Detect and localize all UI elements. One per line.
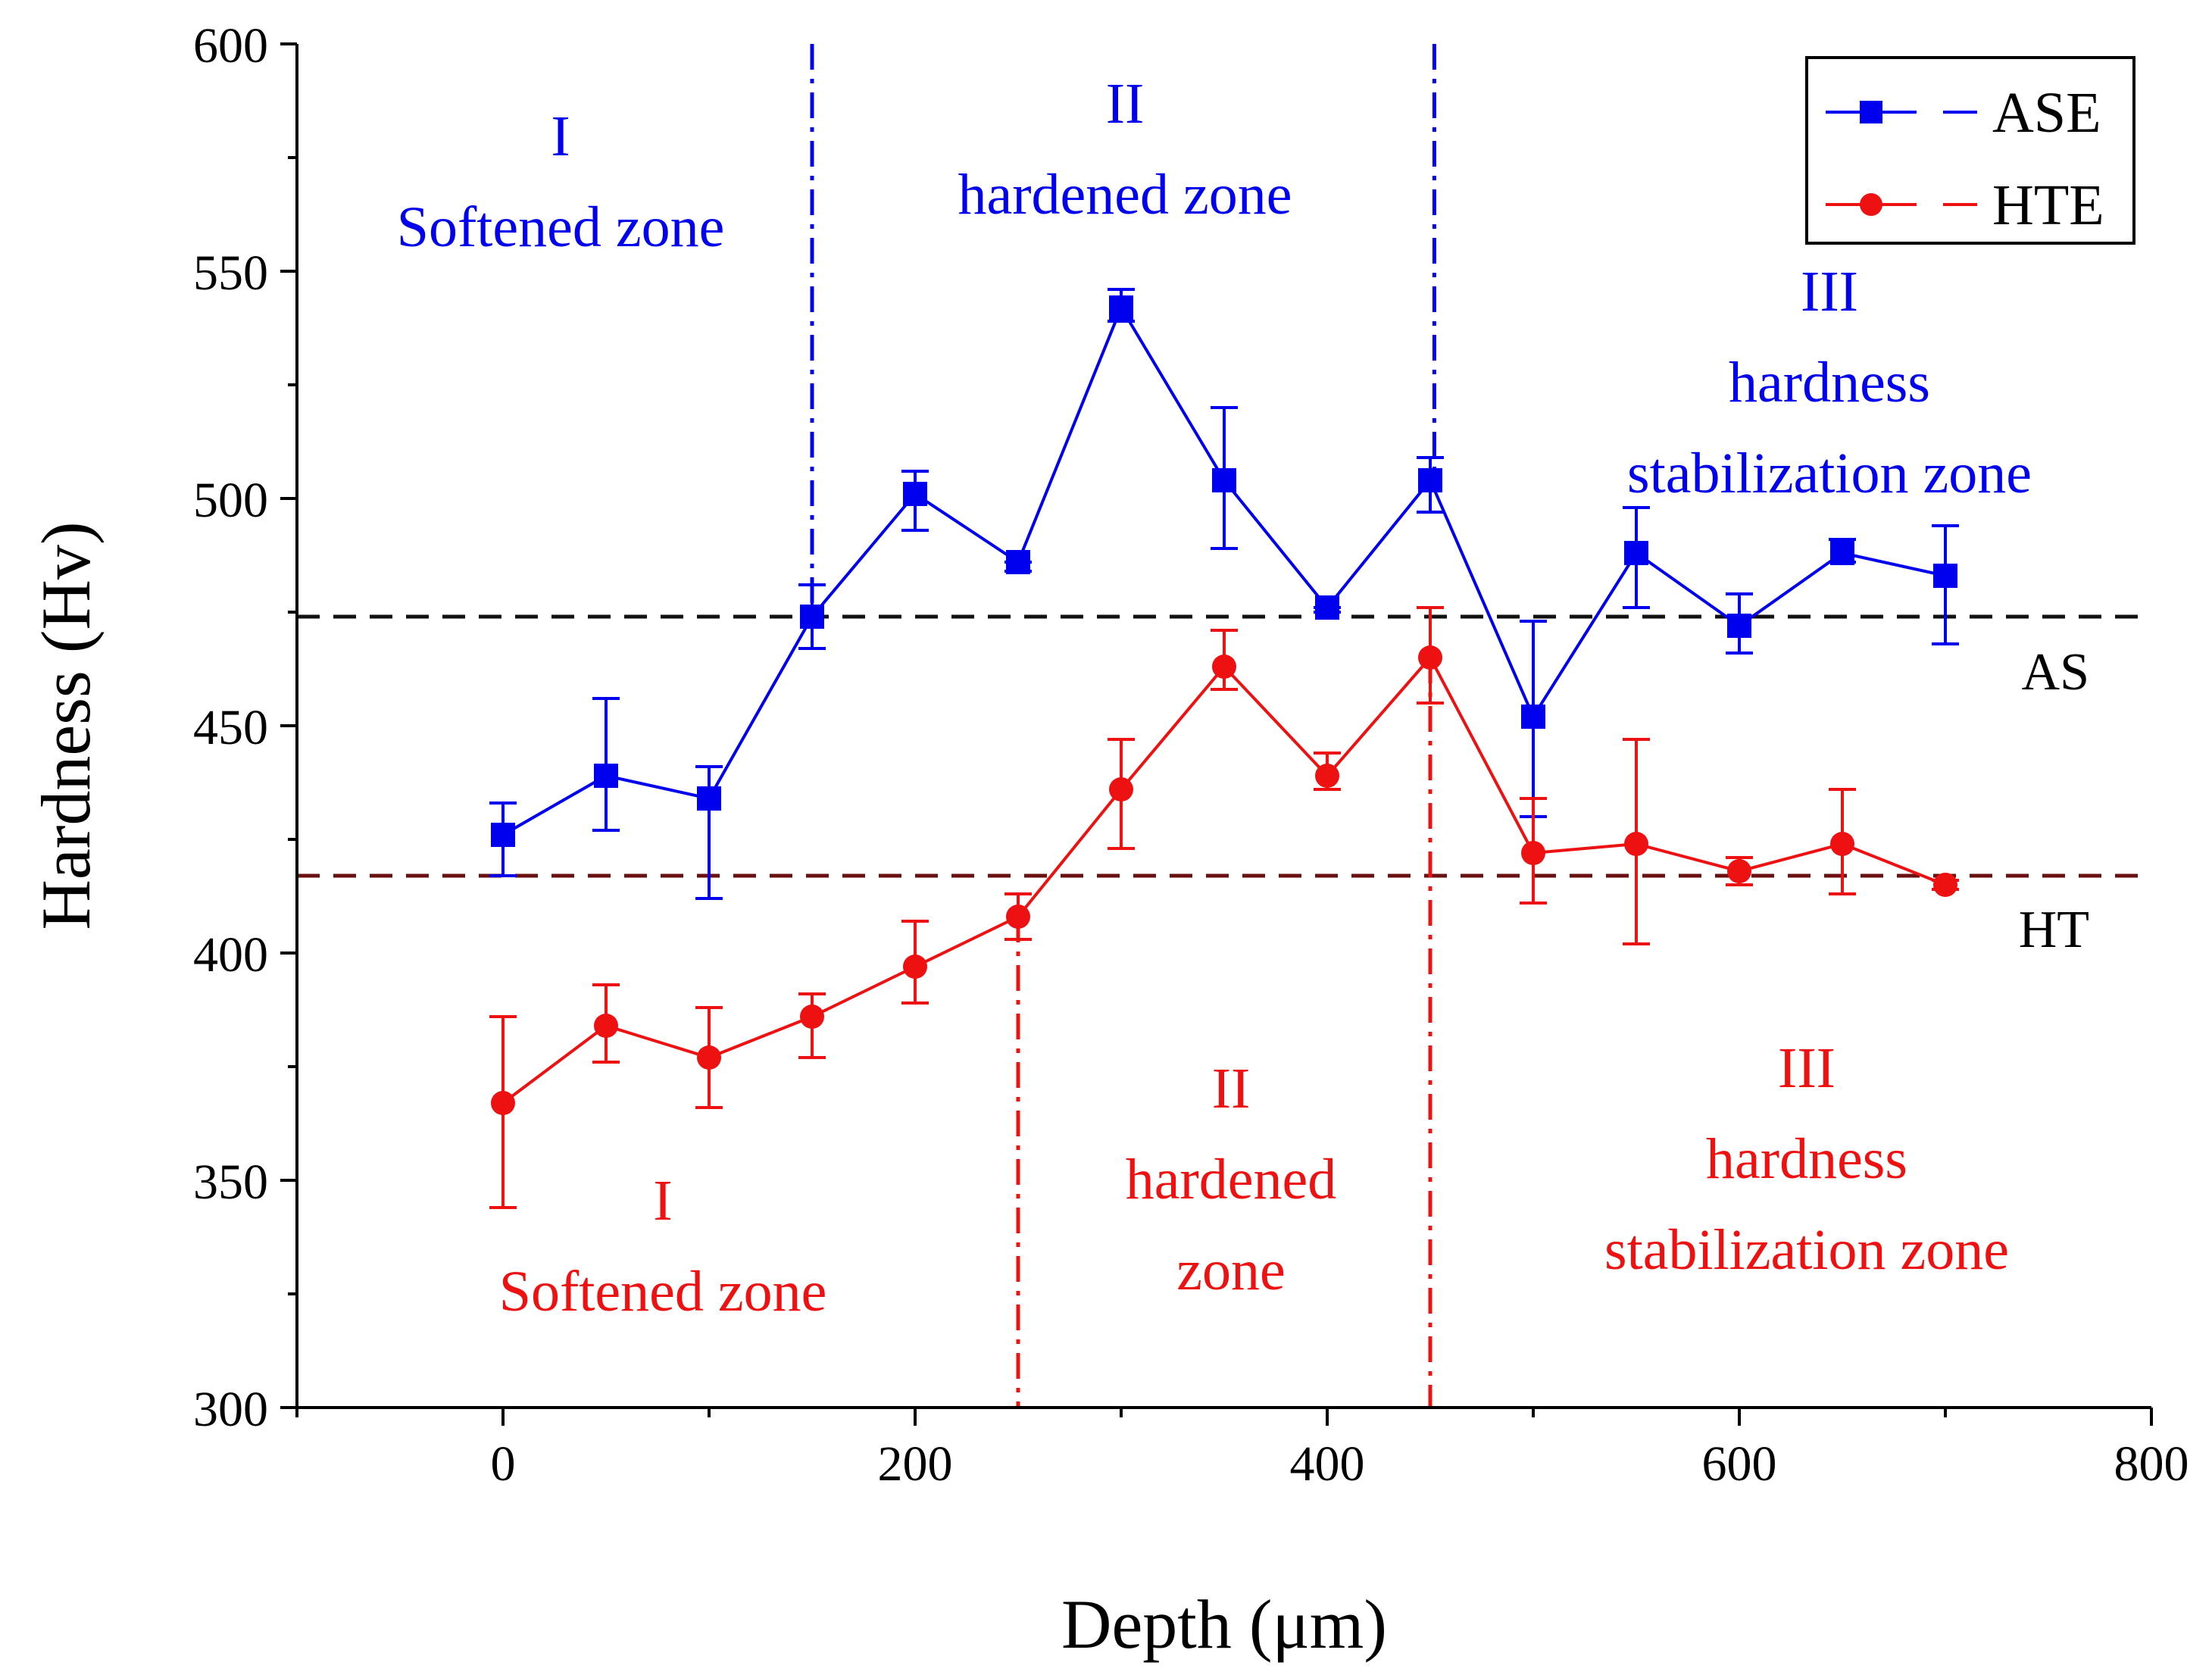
series-line-hte: [501, 655, 1946, 1105]
zone-annotation-line: zone: [1176, 1239, 1285, 1302]
reference-label-as: AS: [2022, 643, 2089, 702]
data-point-ase-100: [697, 786, 721, 811]
y-tick-label: 550: [193, 245, 268, 301]
data-point-ase-50: [594, 764, 618, 788]
legend-marker: [1860, 193, 1882, 216]
data-point-hte-300: [1109, 777, 1133, 802]
legend-marker: [1860, 101, 1882, 123]
data-point-ase-350: [1212, 468, 1236, 492]
series-hte: [489, 606, 1959, 1209]
x-tick-label: 200: [878, 1436, 953, 1492]
x-axis-title: Depth (μm): [1061, 1586, 1387, 1663]
zone-annotation-line: hardness: [1706, 1127, 1907, 1191]
data-point-ase-150: [800, 605, 824, 629]
y-axis: 300 350 400 450 500 550 600: [193, 18, 297, 1437]
data-point-hte-600: [1727, 859, 1751, 883]
data-point-ase-300: [1109, 295, 1133, 320]
zone-annotation-line: II: [1106, 72, 1145, 136]
zone-annotation-ase-3: III hardness stabilization zone: [1627, 260, 2032, 505]
legend-label: HTE: [1992, 173, 2104, 237]
zone-annotation-line: I: [653, 1169, 672, 1233]
data-point-hte-200: [903, 955, 927, 979]
x-tick-label: 400: [1290, 1436, 1365, 1492]
zone-annotation-line: Softened zone: [397, 195, 725, 259]
zone-annotation-ase-2: II hardened zone: [958, 72, 1292, 227]
y-tick-label: 300: [193, 1382, 268, 1437]
data-point-hte-700: [1933, 873, 1957, 897]
data-point-hte-400: [1315, 764, 1339, 788]
data-point-hte-350: [1212, 655, 1236, 679]
y-axis-title: Hardness (Hv): [27, 521, 105, 930]
y-tick-label: 400: [193, 927, 268, 983]
x-tick-label: 0: [491, 1436, 516, 1492]
zone-annotation-hte-1: I Softened zone: [499, 1169, 827, 1323]
data-point-ase-450: [1418, 468, 1442, 492]
data-point-hte-500: [1521, 841, 1545, 865]
zone-annotation-line: hardened zone: [958, 163, 1292, 227]
zone-annotation-hte-2: II hardened zone: [1126, 1057, 1337, 1302]
zone-annotation-hte-3: III hardness stabilization zone: [1604, 1036, 2009, 1282]
data-point-hte-450: [1418, 645, 1442, 670]
data-point-ase-0: [491, 823, 515, 847]
y-tick-label: 450: [193, 700, 268, 755]
y-tick-label: 600: [193, 18, 268, 73]
zone-annotation-line: hardness: [1729, 351, 1930, 414]
data-point-hte-50: [594, 1014, 618, 1038]
zone-annotation-line: III: [1778, 1036, 1836, 1100]
data-point-hte-0: [491, 1091, 515, 1115]
data-point-ase-400: [1315, 595, 1339, 620]
x-axis: 0 200 400 600 800: [295, 1408, 2189, 1492]
data-point-ase-200: [903, 482, 927, 506]
zone-annotation-line: Softened zone: [499, 1260, 827, 1323]
zone-annotation-line: I: [551, 105, 570, 168]
data-point-ase-650: [1830, 541, 1854, 565]
data-point-hte-550: [1624, 832, 1648, 856]
zone-annotation-ase-1: I Softened zone: [397, 105, 725, 259]
zone-annotation-line: II: [1212, 1057, 1251, 1120]
legend-entry-hte: HTE: [1826, 173, 2104, 237]
legend: ASE HTE: [1805, 56, 2135, 245]
data-point-ase-550: [1624, 541, 1648, 565]
data-point-hte-100: [697, 1045, 721, 1070]
zone-annotation-line: stabilization zone: [1627, 442, 2032, 505]
legend-box: [1805, 56, 2135, 245]
y-tick-label: 350: [193, 1155, 268, 1210]
data-point-hte-250: [1006, 905, 1030, 929]
plot-area: 300 350 400 450 500 550 600 0 200 400 600 800 Depth …: [27, 18, 2189, 1663]
data-point-ase-600: [1727, 614, 1751, 638]
data-point-ase-250: [1006, 550, 1030, 574]
reference-label-ht: HT: [2019, 901, 2089, 959]
data-point-ase-700: [1933, 564, 1957, 588]
y-tick-label: 500: [193, 473, 268, 528]
data-point-hte-150: [800, 1005, 824, 1029]
x-tick-label: 600: [1702, 1436, 1777, 1492]
series-ase: [489, 288, 1959, 900]
legend-label: ASE: [1992, 81, 2101, 145]
x-tick-label: 800: [2114, 1436, 2189, 1492]
zone-annotation-line: stabilization zone: [1604, 1218, 2009, 1282]
legend-entry-ase: ASE: [1826, 81, 2101, 145]
data-point-hte-650: [1830, 832, 1854, 856]
data-point-ase-500: [1521, 705, 1545, 729]
zone-annotation-line: III: [1801, 260, 1858, 323]
zone-annotation-line: hardened: [1126, 1148, 1337, 1211]
